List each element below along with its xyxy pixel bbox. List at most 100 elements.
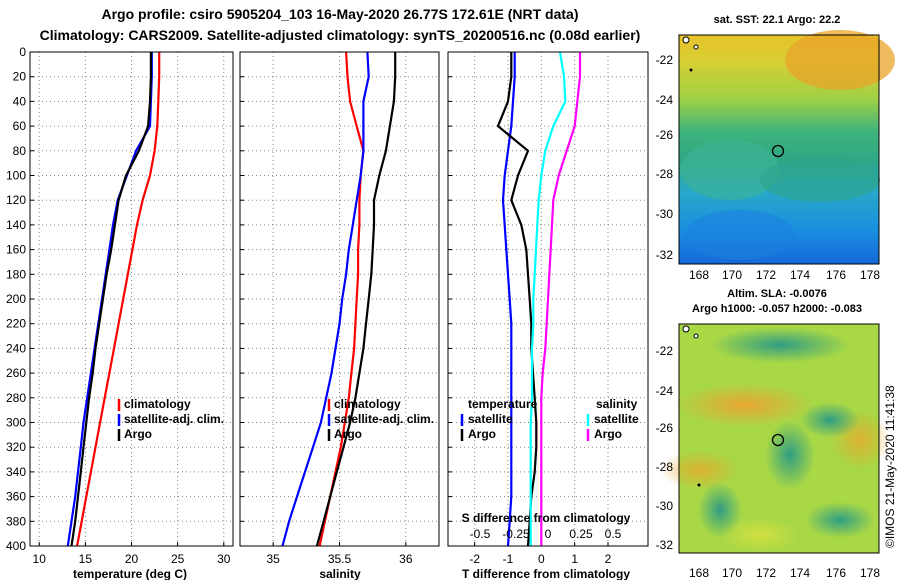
lat-tick-label: -32 <box>656 248 674 262</box>
series-line-salinity-satellite <box>529 51 567 546</box>
sla-lat-ticks: -22 -24 -26 -28 -30 -32 <box>656 344 674 552</box>
depth-tick-label: 400 <box>6 539 26 553</box>
island-marker <box>689 68 693 72</box>
sla-low-patch <box>765 420 815 490</box>
sla-low-patch <box>805 502 875 538</box>
salinity-series-group <box>281 51 397 547</box>
series-line-satellite-adj-clim- <box>281 51 370 547</box>
x-tick-label: 2 <box>605 552 612 566</box>
x-tick-label: 20 <box>125 552 139 566</box>
lon-tick-label: 170 <box>722 268 742 282</box>
legend-satellite-adj: satellite-adj. clim. <box>124 412 224 426</box>
depth-tick-label: 80 <box>13 144 27 158</box>
lat-tick-label: -26 <box>656 128 674 142</box>
lon-tick-label: 168 <box>689 566 709 580</box>
series-line-argo <box>70 52 152 547</box>
legend-t-argo: Argo <box>468 427 496 441</box>
island-marker <box>682 325 690 333</box>
depth-tick-label: 200 <box>6 292 26 306</box>
salinity-xticks: 35 35.5 36 <box>266 552 412 566</box>
x-tick-label: -2 <box>469 552 480 566</box>
sla-lon-ticks: 168 170 172 174 176 178 <box>689 566 880 580</box>
depth-yticks: 0 20 40 60 80 100 120 140 160 180 200 220 240 260 280 3… <box>6 45 26 553</box>
s-difference-label: S difference from climatology <box>462 511 631 525</box>
x-tick-label: 30 <box>217 552 231 566</box>
x-tick-label: 35 <box>266 552 280 566</box>
argo-position-marker <box>771 144 785 158</box>
sla-mid-patch <box>720 517 800 553</box>
depth-tick-label: 220 <box>6 317 26 331</box>
sst-map-title: sat. SST: 22.1 Argo: 22.2 <box>714 14 841 26</box>
s-tick-label: -0.5 <box>470 527 491 541</box>
depth-tick-label: 380 <box>6 514 26 528</box>
sst-warm-patch <box>785 30 895 90</box>
lat-tick-label: -28 <box>656 167 674 181</box>
series-line-argo <box>315 52 397 547</box>
s-tick-label: 0.5 <box>605 527 622 541</box>
argo-position-marker <box>771 433 785 447</box>
sst-map-frame <box>678 34 880 265</box>
lon-tick-label: 176 <box>826 268 846 282</box>
x-tick-label: 0 <box>538 552 545 566</box>
figure-title-line1: Argo profile: csiro 5905204_103 16-May-2… <box>101 6 578 22</box>
lon-tick-label: 178 <box>860 566 880 580</box>
x-tick-label: 10 <box>33 552 47 566</box>
x-tick-label: 36 <box>399 552 413 566</box>
x-tick-label: 1 <box>571 552 578 566</box>
sla-high-patch <box>675 383 815 427</box>
sla-low-patch <box>800 402 860 438</box>
series-line-temperature-satellite <box>501 52 516 547</box>
island-marker <box>693 44 699 50</box>
legend-climatology: climatology <box>124 397 191 411</box>
depth-tick-label: 40 <box>13 94 27 108</box>
sla-map-frame <box>678 323 880 554</box>
salinity-legend: climatology satellite-adj. clim. Argo <box>327 397 434 441</box>
lon-tick-label: 168 <box>689 268 709 282</box>
lat-tick-label: -30 <box>656 499 674 513</box>
x-tick-label: 35.5 <box>328 552 352 566</box>
legend-argo: Argo <box>124 427 152 441</box>
lat-tick-label: -24 <box>656 93 674 107</box>
temperature-grid <box>30 51 233 547</box>
sla-map-title: Altim. SLA: -0.0076 <box>727 288 827 300</box>
lon-tick-label: 174 <box>790 268 810 282</box>
sst-cool-patch <box>760 158 880 202</box>
depth-tick-label: 280 <box>6 391 26 405</box>
depth-tick-label: 340 <box>6 465 26 479</box>
sla-map-subtitle: Argo h1000: -0.057 h2000: -0.083 <box>692 303 862 315</box>
sla-low-patch <box>710 327 850 363</box>
difference-legend: temperature satellite Argo salinity sate… <box>460 397 639 441</box>
lat-tick-label: -22 <box>656 53 674 67</box>
lon-tick-label: 172 <box>756 268 776 282</box>
difference-xticks: -2 -1 0 1 2 <box>469 552 611 566</box>
lat-tick-label: -30 <box>656 207 674 221</box>
sst-map-panel: sat. SST: 22.1 Argo: 22.2 168 170 172 17… <box>656 14 895 282</box>
sst-cool-patch <box>680 140 780 200</box>
series-line-climatology <box>318 51 365 547</box>
difference-axes-frame <box>447 51 649 547</box>
sst-lon-ticks: 168 170 172 174 176 178 <box>689 268 880 282</box>
lat-tick-label: -22 <box>656 344 674 358</box>
depth-tick-label: 160 <box>6 243 26 257</box>
salinity-grid <box>240 51 439 547</box>
sst-cold-patch <box>685 210 795 260</box>
s-tick-label: 0.25 <box>569 527 593 541</box>
sla-high-patch <box>660 450 740 490</box>
depth-tick-label: 0 <box>19 45 26 59</box>
series-line-temperature-argo <box>496 52 538 547</box>
series-line-salinity-argo <box>540 52 582 546</box>
sst-lat-ticks: -22 -24 -26 -28 -30 -32 <box>656 53 674 262</box>
s-difference-ticks: -0.5 -0.25 0 0.25 0.5 <box>470 527 622 541</box>
island-marker <box>693 333 699 339</box>
depth-tick-label: 300 <box>6 416 26 430</box>
lat-tick-label: -24 <box>656 384 674 398</box>
lon-tick-label: 174 <box>790 566 810 580</box>
depth-tick-label: 360 <box>6 490 26 504</box>
t-difference-label: T difference from climatology <box>462 567 630 580</box>
difference-panel: -2 -1 0 1 2 S difference from climatology -0… <box>447 51 649 580</box>
lat-tick-label: -28 <box>656 460 674 474</box>
legend-climatology: climatology <box>334 397 401 411</box>
depth-tick-label: 60 <box>13 119 27 133</box>
temperature-xticks: 10 15 20 25 30 <box>33 552 231 566</box>
